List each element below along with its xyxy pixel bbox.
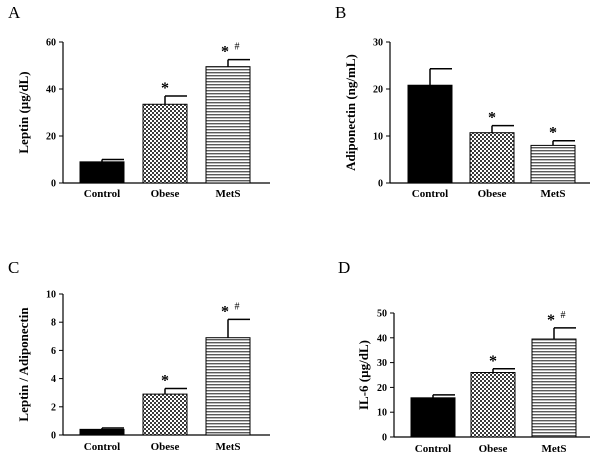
panel-b-y-tick-label: 0 bbox=[378, 179, 383, 190]
panel-b-y-tick-label: 30 bbox=[373, 38, 383, 49]
panel-d-significance-hash: # bbox=[561, 310, 566, 321]
panel-a-letter: A bbox=[8, 3, 21, 22]
panel-c-category-label: Obese bbox=[151, 441, 180, 453]
panel-c-bar-obese-checker bbox=[142, 393, 188, 436]
panel-c-y-tick-label: 8 bbox=[51, 318, 56, 329]
panel-b: B 0 10 20 30 Adiponectin (ng/mL) Control Obese M… bbox=[335, 3, 590, 200]
panel-b-bar-mets-striped bbox=[530, 144, 576, 184]
panel-a-category-label: Obese bbox=[151, 188, 180, 200]
panel-c-bar-control-solid bbox=[79, 428, 125, 436]
panel-d-letter: D bbox=[338, 258, 350, 277]
panel-c-y-tick-label: 10 bbox=[46, 290, 56, 301]
panel-b-category-label: Obese bbox=[478, 188, 507, 200]
panel-d-y-tick-label: 0 bbox=[382, 433, 387, 444]
panel-d-y-tick-label: 50 bbox=[377, 309, 387, 320]
panel-a-y-tick-label: 40 bbox=[46, 85, 56, 96]
panel-b-category-label: MetS bbox=[540, 188, 565, 200]
panel-b-bar-control-solid bbox=[407, 84, 453, 184]
panel-a-bar-mets-striped bbox=[205, 66, 251, 184]
panel-c: C 0 2 4 6 8 10 Leptin / Adiponectin Control Obese… bbox=[8, 258, 270, 453]
panel-c-significance-star: * bbox=[221, 303, 229, 320]
panel-a-y-tick-label: 20 bbox=[46, 132, 56, 143]
panel-d-significance-star: * bbox=[489, 353, 497, 370]
panel-d-y-tick-label: 10 bbox=[377, 408, 387, 419]
panel-d-y-tick-label: 40 bbox=[377, 333, 387, 344]
panel-d-significance-star: * bbox=[547, 312, 555, 329]
panel-a-bar-obese-checker bbox=[142, 103, 188, 184]
panel-a-category-label: MetS bbox=[215, 188, 240, 200]
panel-c-letter: C bbox=[8, 258, 19, 277]
panel-c-significance-hash: # bbox=[235, 301, 240, 312]
panel-d-bar-obese-checker bbox=[470, 372, 516, 438]
panel-a-category-label: Control bbox=[84, 188, 120, 200]
panel-a-y-axis-label: Leptin (µg/dL) bbox=[16, 71, 31, 153]
panel-b-y-axis-label: Adiponectin (ng/mL) bbox=[343, 54, 358, 171]
panel-a-y-tick-label: 0 bbox=[51, 179, 56, 190]
panel-c-category-label: MetS bbox=[215, 441, 240, 453]
panel-a-significance-star: * bbox=[161, 80, 169, 97]
panel-c-bar-mets-striped bbox=[205, 337, 251, 436]
panel-b-significance-star: * bbox=[549, 125, 557, 142]
panel-d-y-axis-label: IL-6 (µg/dL) bbox=[356, 340, 371, 410]
panel-c-y-tick-label: 0 bbox=[51, 431, 56, 442]
panel-c-significance-star: * bbox=[161, 372, 169, 389]
panel-d-category-label: Control bbox=[415, 443, 451, 455]
panel-b-letter: B bbox=[335, 3, 346, 22]
panel-c-y-tick-label: 2 bbox=[51, 402, 56, 413]
panel-a: A 0 20 40 60 Leptin (µg/dL) Control Obese MetS * *… bbox=[8, 3, 270, 200]
panel-b-significance-star: * bbox=[488, 110, 496, 127]
panel-b-y-tick-label: 10 bbox=[373, 132, 383, 143]
panel-d: D 0 10 20 30 40 50 IL-6 (µg/dL) Control Obese MetS… bbox=[338, 258, 590, 455]
panel-d-y-tick-label: 20 bbox=[377, 383, 387, 394]
panel-b-y-tick-label: 20 bbox=[373, 85, 383, 96]
panel-d-bar-mets-striped bbox=[531, 338, 577, 438]
panel-d-bar-control-solid bbox=[410, 397, 456, 438]
panel-d-category-label: Obese bbox=[479, 443, 508, 455]
panel-a-bar-control-solid bbox=[79, 161, 125, 184]
panel-b-category-label: Control bbox=[412, 188, 448, 200]
panel-a-y-tick-label: 60 bbox=[46, 38, 56, 49]
panel-d-y-tick-label: 30 bbox=[377, 358, 387, 369]
panel-c-y-tick-label: 6 bbox=[51, 346, 56, 357]
panel-c-y-axis-label: Leptin / Adiponectin bbox=[16, 307, 31, 422]
panel-a-significance-star: * bbox=[221, 44, 229, 61]
panel-a-significance-hash: # bbox=[235, 42, 240, 53]
panel-d-category-label: MetS bbox=[541, 443, 566, 455]
panel-c-y-tick-label: 4 bbox=[51, 374, 56, 385]
panel-c-category-label: Control bbox=[84, 441, 120, 453]
panel-b-bar-obese-checker bbox=[469, 132, 515, 184]
